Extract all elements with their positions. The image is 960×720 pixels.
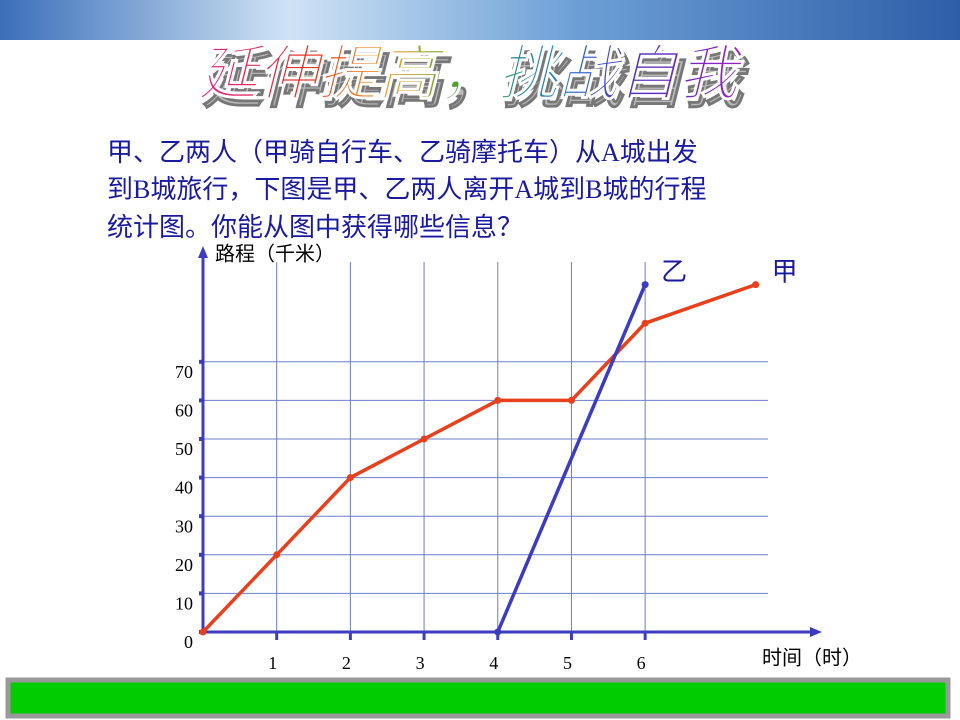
series-line [496,283,647,633]
x-axis-arrow [810,627,822,637]
data-point [567,396,575,404]
data-point [420,435,428,443]
top-banner [0,0,960,40]
data-point [494,628,502,636]
question-line: 到B城旅行，下图是甲、乙两人离开A城到B城的行程 [107,175,706,204]
x-tick-label: 2 [342,653,351,673]
y-axis-arrow [198,246,208,258]
y-tick-label: 50 [175,439,193,459]
x-tick-label: 5 [563,653,572,673]
y-tick-label: 0 [184,632,193,652]
y-tick-label: 60 [175,401,193,421]
title-shadow: 延伸提高，挑战自我 [202,49,750,115]
series-label: 乙 [661,258,687,287]
question-line: 甲、乙两人（甲骑自行车、乙骑摩托车）从A城出发 [107,138,698,167]
y-tick-label: 10 [175,594,193,614]
data-point [641,281,649,289]
y-tick-label: 20 [175,555,193,575]
data-point [641,319,649,327]
x-tick-label: 3 [416,653,425,673]
x-tick-label: 6 [637,653,646,673]
data-point [494,396,502,404]
series-line [201,282,757,634]
x-tick-label: 1 [268,653,277,673]
data-point [346,474,354,482]
data-point [273,551,281,559]
x-tick-label: 4 [489,653,498,673]
data-point [199,628,207,636]
question-line: 统计图。你能从图中获得哪些信息？ [107,213,523,242]
y-tick-label: 70 [175,362,193,382]
y-tick-label: 40 [175,478,193,498]
bottom-bar [5,677,951,719]
series-label: 甲 [772,258,798,287]
x-axis-label: 时间（时） [762,647,862,670]
y-axis-label: 路程（千米） [215,243,335,266]
data-point [752,281,760,289]
y-tick-label: 30 [175,516,193,536]
title: 延伸提高，挑战自我 [197,41,745,107]
